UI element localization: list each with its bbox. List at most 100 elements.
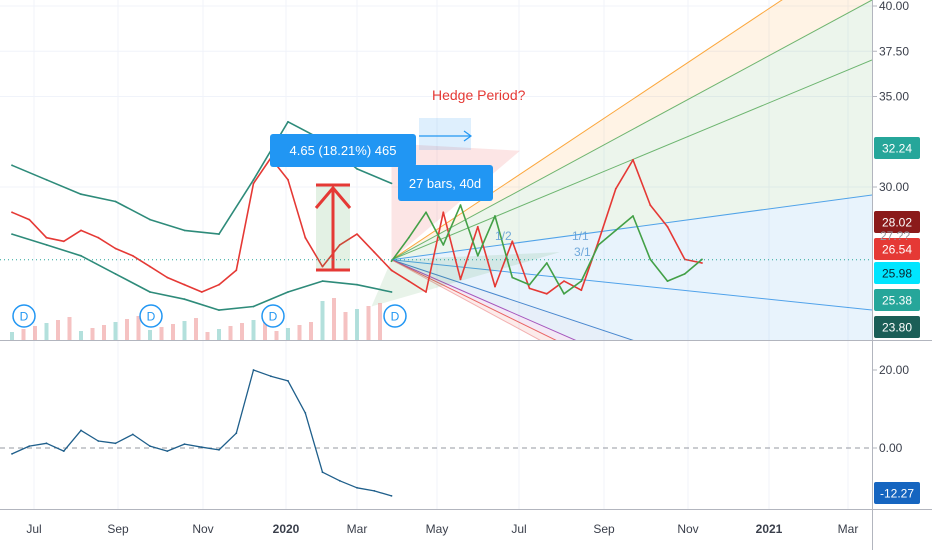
series-point: [614, 187, 617, 190]
volume-bar: [332, 298, 336, 340]
volume-bar: [21, 329, 26, 340]
dividend-marker: [139, 304, 163, 328]
series-point: [80, 229, 82, 232]
fan-line: [391, 0, 872, 261]
series-point: [442, 211, 445, 214]
series-point: [218, 233, 220, 236]
volume-bar: [33, 326, 37, 340]
series-point: [252, 305, 255, 308]
y-tick-label: 40.00: [879, 0, 909, 13]
series-point: [545, 292, 548, 295]
series-point: [632, 215, 634, 217]
dividend-marker: [383, 304, 407, 328]
measure-callout-label: 4.65 (18.21%) 465: [290, 143, 397, 158]
series-point: [649, 258, 652, 261]
price-badge: [874, 289, 920, 311]
volume-bar: [182, 321, 187, 340]
x-tick-label: Nov: [677, 522, 698, 536]
fan-ratio-label: 1/1: [572, 229, 589, 243]
dividend-marker: [261, 304, 285, 328]
price-badge-label: 23.80: [882, 321, 912, 335]
volume-bar: [125, 319, 129, 340]
y-tick-label: 35.00: [879, 90, 909, 104]
dividend-marker-label: D: [20, 310, 29, 324]
price-badge: [874, 137, 920, 159]
range-arrow-head: [463, 130, 473, 142]
volume-bar: [79, 331, 83, 340]
volume-bar: [44, 323, 49, 340]
range-callout-label: 27 bars, 40d: [409, 176, 481, 191]
fan-line: [391, 59, 872, 261]
price-badge: [874, 262, 920, 284]
series-point: [114, 247, 117, 250]
indicator-point: [321, 471, 324, 474]
dividend-marker-label: D: [391, 310, 400, 324]
range-area: [419, 118, 471, 150]
series-point: [390, 182, 393, 185]
series-point: [287, 178, 289, 181]
indicator-point: [114, 442, 117, 445]
series-point: [11, 233, 13, 236]
price-badge: [874, 211, 920, 233]
indicator-point: [149, 445, 151, 447]
price-badges: 32.24 28.02 26.54 25.98 25.38 23.80 27.?? -12.2…: [874, 137, 920, 504]
indicator-point: [269, 375, 272, 378]
series-point: [494, 285, 496, 288]
fan-zone: [391, 259, 872, 340]
indicator-point: [11, 453, 13, 455]
fan-zone: [391, 195, 872, 310]
fan-line: [391, 259, 557, 340]
volume-bar: [343, 312, 348, 340]
series-point: [356, 283, 358, 286]
series-line-4: [11, 233, 392, 311]
series-point: [287, 120, 289, 123]
series-point: [425, 291, 427, 293]
series-point: [459, 278, 462, 281]
indicator-point: [252, 369, 255, 371]
indicator-point: [45, 442, 48, 445]
volume-bar: [136, 316, 141, 340]
series-point: [632, 159, 634, 161]
series-point: [476, 225, 479, 228]
indicator-point: [200, 446, 203, 449]
series-point: [45, 178, 48, 181]
indicator-point: [304, 412, 307, 414]
volume-bar: [67, 317, 72, 340]
price-badge-label: 25.38: [882, 294, 912, 308]
series-point: [338, 244, 341, 246]
series-point: [666, 225, 669, 228]
measure-arrow-head: [314, 185, 352, 209]
measure-callout: [270, 134, 416, 167]
volume-bar: [378, 303, 382, 340]
series-point: [114, 200, 117, 203]
price-badge-label: 32.24: [882, 142, 912, 156]
x-tick-label: Mar: [347, 522, 368, 536]
series-point: [649, 204, 652, 207]
indicator-series: [0, 369, 872, 497]
indicator-point: [131, 433, 134, 436]
indicator-badge: [874, 482, 920, 504]
series-point: [494, 215, 496, 217]
volume-bar: [56, 320, 60, 340]
series-point: [356, 168, 358, 170]
indicator-y-tick-label: 0.00: [879, 441, 903, 455]
series-point: [149, 291, 151, 293]
indicator-point: [218, 449, 220, 451]
series-point: [528, 283, 531, 286]
volume-bar: [171, 324, 175, 340]
indicator-point: [80, 429, 82, 432]
indicator-point: [62, 450, 65, 452]
series-point: [580, 289, 583, 292]
y-tick-label: 37.50: [879, 44, 909, 58]
series-point: [114, 273, 117, 275]
x-tick-label: May: [426, 522, 449, 536]
series-point: [252, 178, 255, 181]
indicator-point: [97, 440, 100, 442]
series-point: [580, 280, 583, 282]
y-tick-label: 30.00: [879, 180, 909, 194]
indicator-point: [390, 495, 393, 497]
x-tick-label: Mar: [838, 522, 859, 536]
volume-bar: [228, 326, 233, 340]
volume-bar: [217, 329, 221, 340]
